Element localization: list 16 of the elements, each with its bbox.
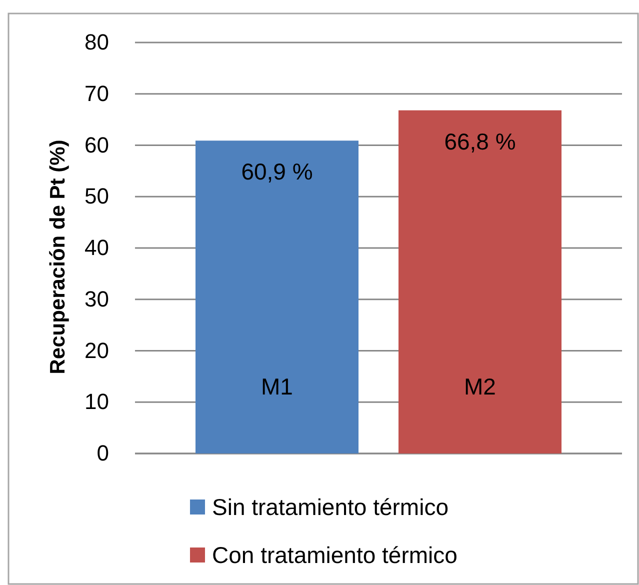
y-tick-label: 30: [84, 286, 109, 312]
y-tick-label: 10: [84, 389, 109, 414]
y-tick-label: 0: [96, 440, 109, 466]
y-tick-label: 60: [84, 132, 109, 158]
data-label: 60,9 %: [241, 158, 313, 185]
x-tick-label: M1: [261, 374, 293, 400]
y-tick-label: 70: [84, 80, 109, 106]
legend-label: Con tratamiento térmico: [212, 542, 458, 568]
y-axis-title: Recuperación de Pt (%): [46, 140, 70, 374]
legend-label: Sin tratamiento térmico: [212, 494, 448, 520]
y-tick-label: 80: [84, 30, 109, 55]
y-tick-label: 20: [84, 338, 109, 363]
x-tick-label: M2: [464, 374, 496, 400]
y-tick-label: 40: [84, 235, 109, 260]
y-tick-label: 50: [84, 184, 109, 209]
data-label: 66,8 %: [444, 128, 516, 154]
